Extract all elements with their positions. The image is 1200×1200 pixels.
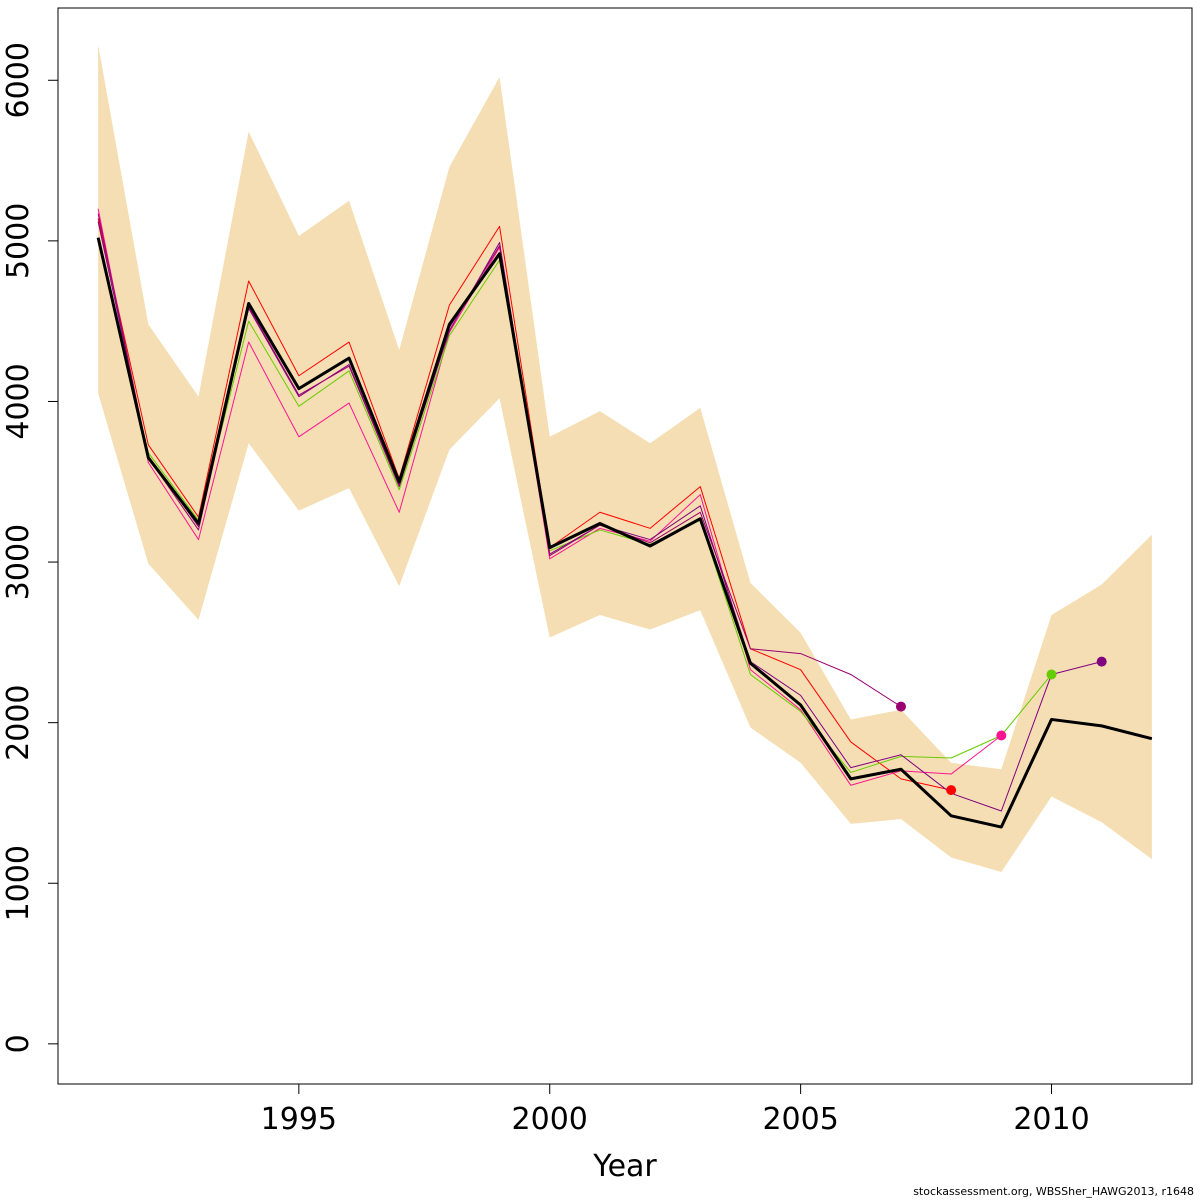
plot-frame [57, 7, 1193, 1085]
series-end-point-2 [996, 730, 1007, 741]
x-tick-label: 2000 [512, 1102, 588, 1137]
y-tick-label: 3000 [1, 524, 36, 600]
y-tick-label: 4000 [1, 363, 36, 439]
y-tick-label: 0 [1, 1034, 36, 1053]
y-tick-label: 2000 [1, 684, 36, 760]
y-tick-label: 5000 [1, 203, 36, 279]
x-tick-label: 2005 [762, 1102, 838, 1137]
series-line-0 [96, 237, 1153, 829]
y-tick-label: 6000 [1, 42, 36, 118]
x-tick-label: 2010 [1013, 1102, 1089, 1137]
series-lines [96, 208, 1153, 829]
series-end-point-5 [895, 701, 906, 712]
series-line-2 [97, 208, 1002, 786]
footer-credit: stockassessment.org, WBSSher_HAWG2013, r… [913, 1185, 1194, 1198]
x-axis-title: Year [592, 1149, 657, 1184]
y-axis: 0 1000 2000 3000 4000 5000 6000 [1, 42, 58, 1053]
series-end-point-1 [946, 785, 957, 796]
confidence-band-area [98, 44, 1152, 873]
confidence-band [98, 44, 1152, 873]
x-tick-label: 1995 [261, 1102, 337, 1137]
y-tick-label: 1000 [1, 845, 36, 921]
series-end-markers [895, 656, 1107, 796]
x-axis: 1995 2000 2005 2010 [261, 1084, 1090, 1137]
series-end-point-4 [1096, 656, 1107, 667]
series-line-1 [97, 218, 952, 791]
series-end-point-3 [1046, 669, 1057, 680]
